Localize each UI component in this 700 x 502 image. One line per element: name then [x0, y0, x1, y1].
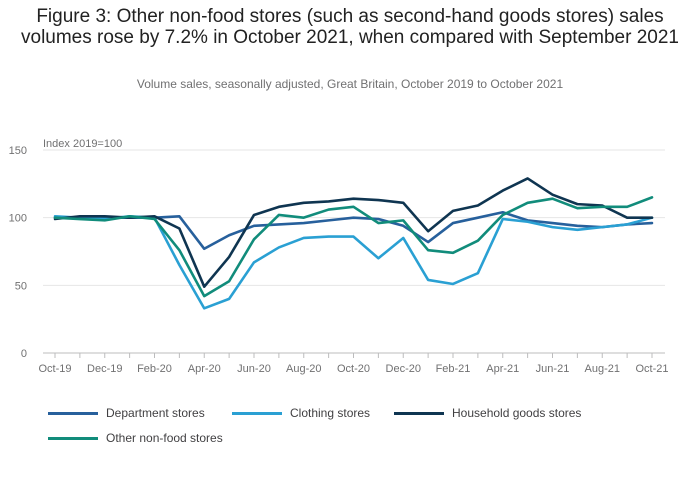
chart-subtitle: Volume sales, seasonally adjusted, Great… [136, 77, 564, 91]
legend-label: Department stores [106, 406, 205, 420]
x-tick-label: Feb-20 [137, 363, 172, 375]
legend-swatch [232, 411, 282, 415]
series-line-household-goods-stores [53, 177, 654, 288]
x-tick-label: Apr-20 [188, 363, 221, 375]
y-tick-label: 50 [15, 280, 27, 292]
x-tick-label: Jun-20 [237, 363, 271, 375]
legend-item: Clothing stores [232, 406, 370, 420]
series-line-other-non-food-stores [53, 196, 654, 298]
x-tick-label: Apr-21 [486, 363, 519, 375]
x-tick-label: Aug-21 [585, 363, 620, 375]
series-lines [53, 177, 654, 310]
y-tick-label: 100 [9, 213, 27, 225]
legend-swatch [48, 436, 98, 440]
y-tick-label: 0 [21, 348, 27, 360]
x-tick-label: Oct-20 [337, 363, 370, 375]
x-tick-label: Feb-21 [436, 363, 471, 375]
y-tick-label: 150 [9, 145, 27, 157]
legend-item: Department stores [48, 406, 205, 420]
series-line-clothing-stores [53, 215, 654, 310]
gridlines [43, 149, 665, 354]
y-axis-ticks: 0 50 100 150 [9, 145, 27, 360]
x-tick-label: Oct-19 [38, 363, 71, 375]
x-tick-label: Dec-20 [386, 363, 421, 375]
x-tick-label: Jun-21 [536, 363, 570, 375]
x-tick-label: Oct-21 [635, 363, 668, 375]
chart-title: Figure 3: Other non-food stores (such as… [21, 6, 679, 48]
legend-item: Household goods stores [394, 406, 581, 420]
y-axis-label: Index 2019=100 [43, 138, 122, 150]
legend-label: Household goods stores [452, 406, 582, 420]
x-tick-label: Dec-19 [87, 363, 122, 375]
legend-label: Other non-food stores [106, 431, 223, 445]
legend-swatch [48, 411, 98, 415]
legend-item: Other non-food stores [48, 431, 223, 445]
x-tick-label: Aug-20 [286, 363, 321, 375]
legend-label: Clothing stores [290, 406, 371, 420]
legend-swatch [394, 411, 444, 415]
x-axis: Oct-19 Dec-19 Feb-20 Apr-20 Jun-20 Aug-20 Oct-… [38, 353, 669, 375]
